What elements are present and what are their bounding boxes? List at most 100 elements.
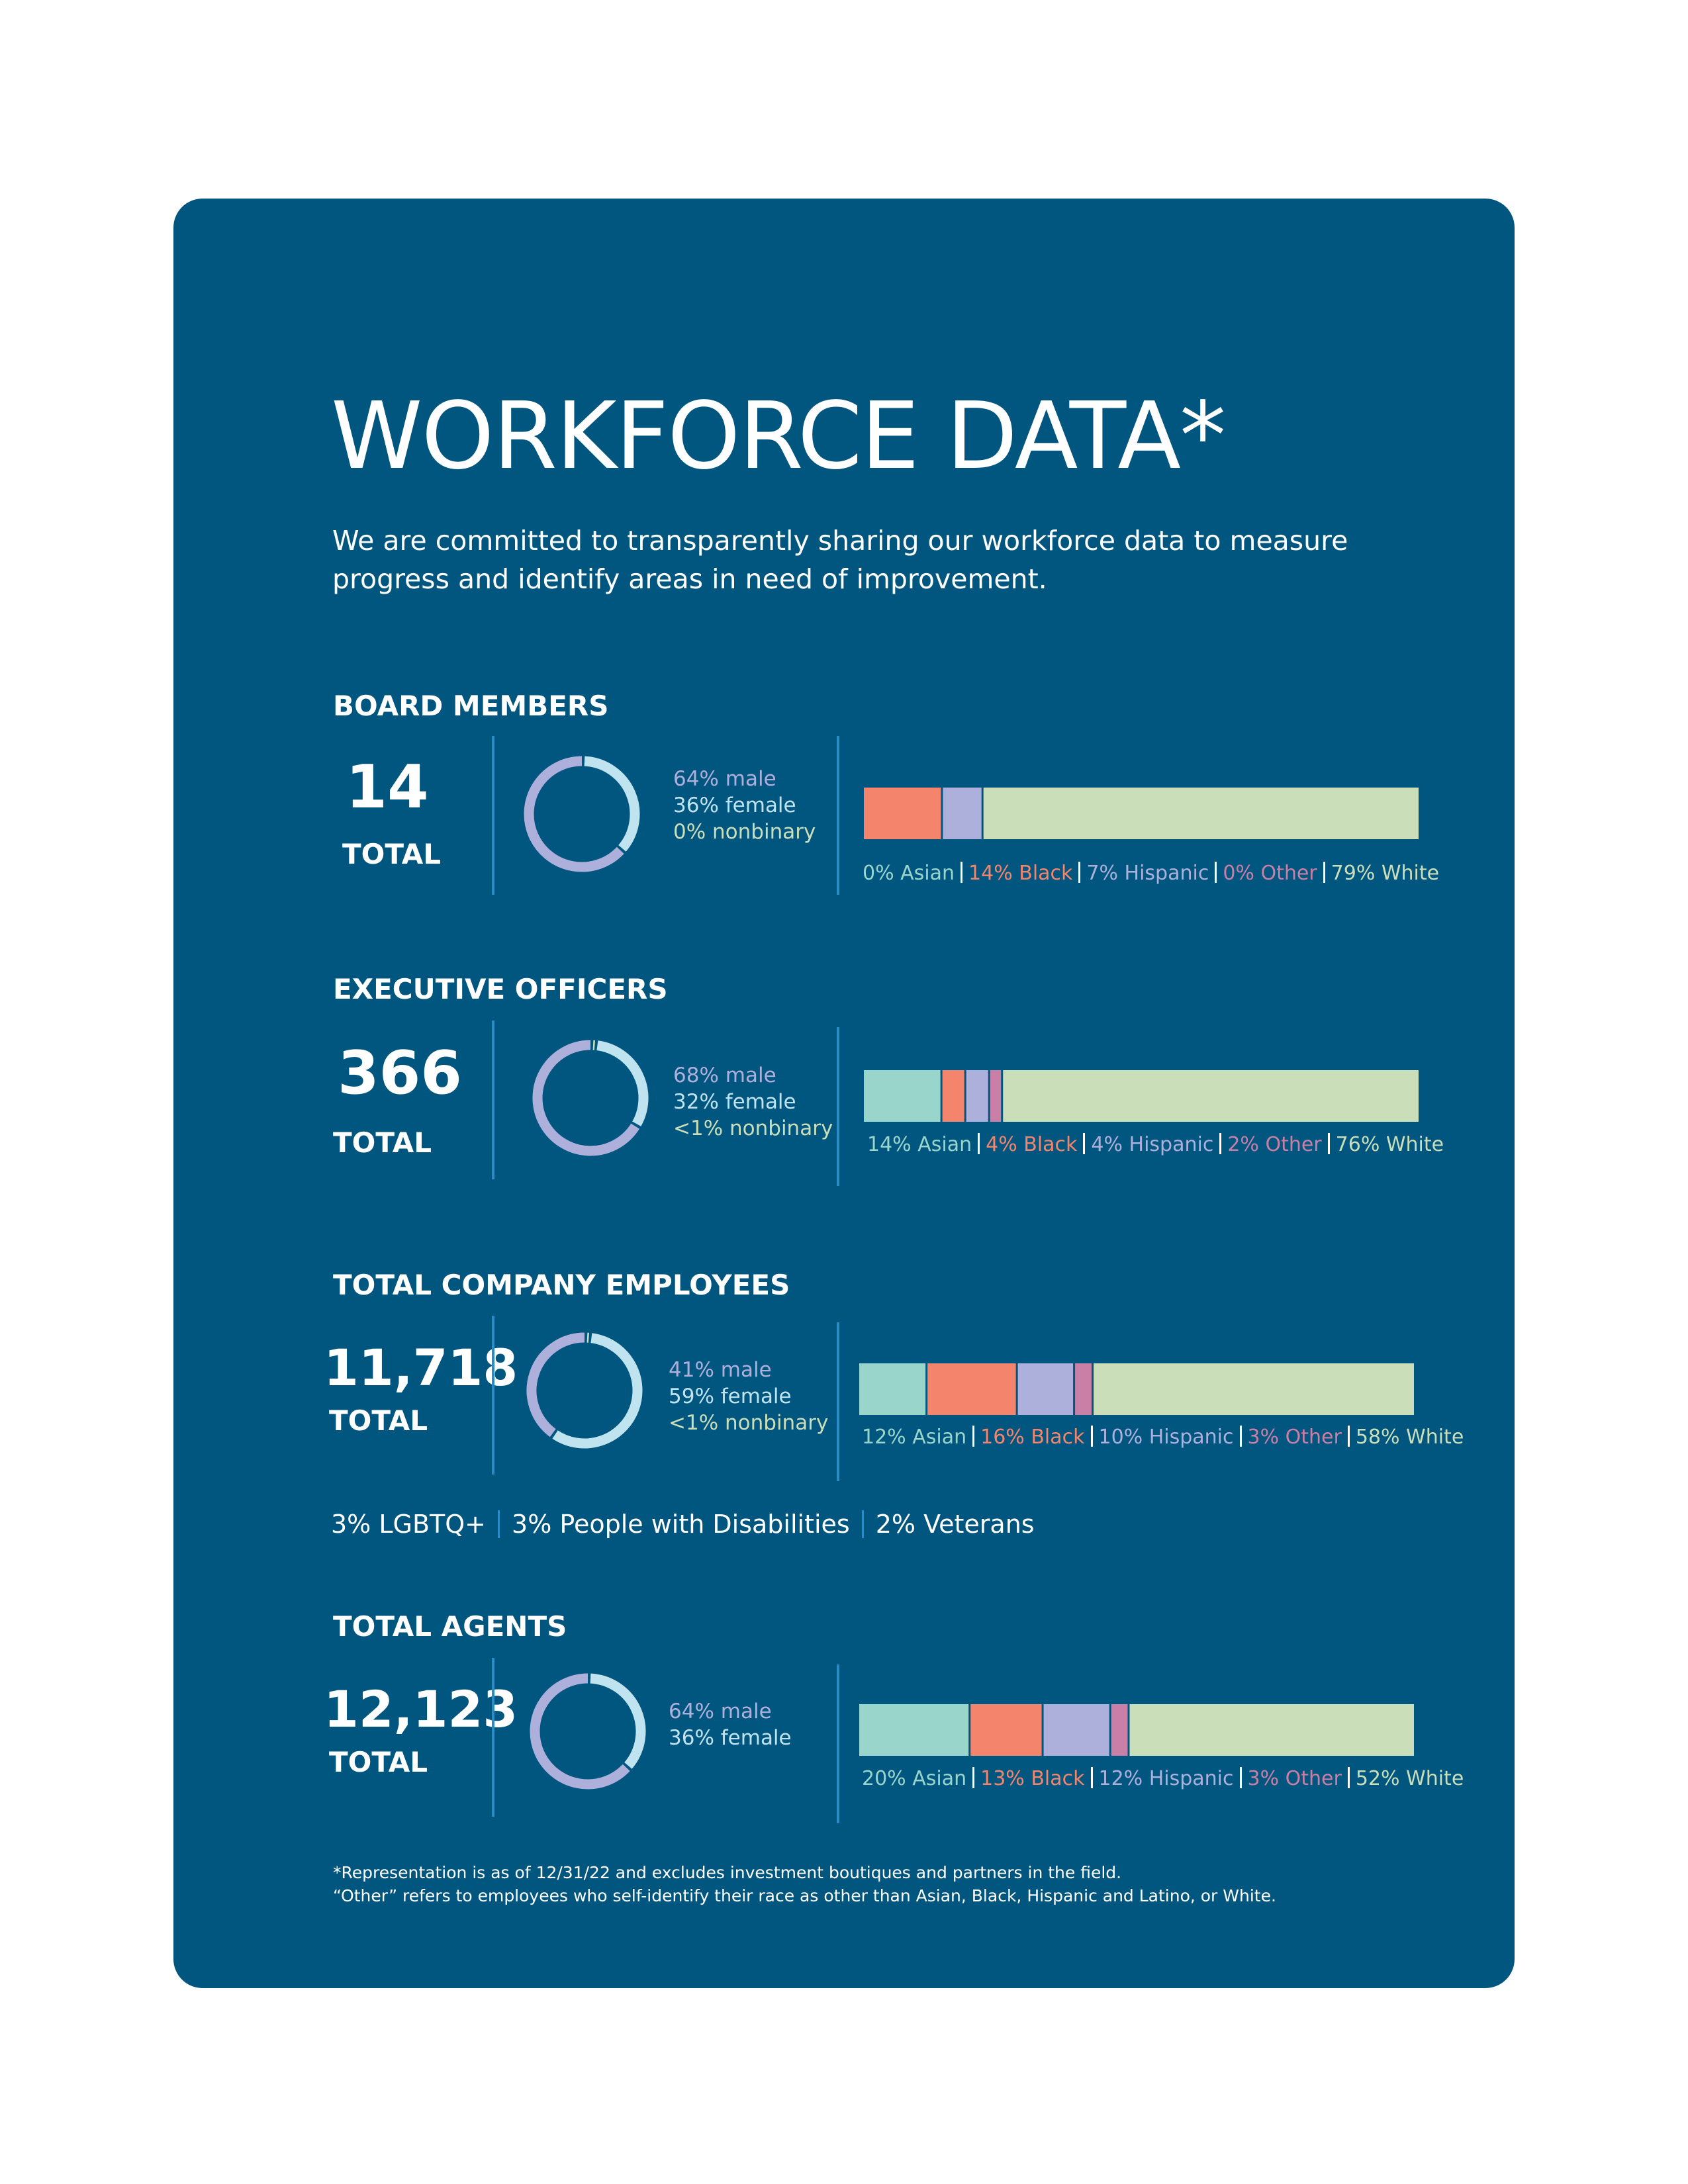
race-legend: 14% Asian 4% Black 4% Hispanic 2% Other 76% …	[867, 1132, 1444, 1158]
race-bar-total-company-employees	[859, 1363, 1414, 1415]
race-bar-total-agents	[859, 1704, 1414, 1756]
donut-chart-total-agents	[530, 1673, 646, 1790]
gender-label-female: 59% female	[669, 1385, 792, 1408]
race-label-other: 3% Other	[1247, 1767, 1342, 1790]
gender-legend: 68% male 32% female <1% nonbinary	[673, 1062, 833, 1142]
total-label: TOTAL	[342, 838, 442, 870]
divider	[492, 1021, 494, 1179]
section-heading-executive-officers: EXECUTIVE OFFICERS	[333, 973, 668, 1005]
race-bar-segment-asian	[859, 1363, 926, 1415]
divider	[837, 1027, 839, 1186]
separator	[1239, 1426, 1242, 1447]
race-bar-segment-hispanic	[1043, 1704, 1109, 1756]
race-bar-executive-officers	[864, 1070, 1419, 1122]
separator	[1347, 1767, 1350, 1788]
gender-label-nonbinary: <1% nonbinary	[669, 1411, 829, 1435]
race-label-black: 16% Black	[980, 1426, 1085, 1449]
gender-label-female: 36% female	[673, 794, 796, 817]
separator	[1347, 1426, 1350, 1447]
separator	[498, 1510, 500, 1538]
gender-legend: 64% male 36% female	[669, 1698, 792, 1751]
race-label-white: 76% White	[1335, 1133, 1444, 1156]
donut-chart-total-company-employees	[526, 1332, 643, 1449]
separator	[961, 862, 963, 883]
divider	[492, 1658, 494, 1817]
section-heading-board-members: BOARD MEMBERS	[333, 690, 609, 722]
gender-label-female: 36% female	[669, 1726, 792, 1750]
gender-label-male: 64% male	[669, 1700, 772, 1723]
race-bar-segment-asian	[864, 1070, 941, 1122]
race-bar-segment-other	[990, 1070, 1002, 1122]
total-label: TOTAL	[329, 1746, 428, 1778]
race-bar-segment-white	[1129, 1704, 1414, 1756]
gender-label-nonbinary: <1% nonbinary	[673, 1116, 833, 1140]
separator	[1215, 862, 1217, 883]
gender-label-nonbinary: 0% nonbinary	[673, 820, 816, 844]
page-title: WORKFORCE DATA*	[331, 383, 1226, 490]
employee-extra-stats: 3% LGBTQ+ 3% People with Disabilities 2% V…	[331, 1508, 1035, 1541]
race-label-asian: 12% Asian	[862, 1426, 967, 1449]
race-label-other: 2% Other	[1227, 1133, 1322, 1156]
race-legend: 12% Asian 16% Black 10% Hispanic 3% Other 58…	[862, 1424, 1464, 1451]
footnote-representation: *Representation is as of 12/31/22 and ex…	[333, 1863, 1122, 1882]
total-label: TOTAL	[329, 1404, 428, 1437]
divider	[492, 736, 494, 895]
donut-segment-female	[584, 756, 640, 852]
footnotes: *Representation is as of 12/31/22 and ex…	[333, 1861, 1276, 1907]
race-label-white: 52% White	[1355, 1767, 1464, 1790]
separator	[1090, 1767, 1093, 1788]
donut-segment-male	[526, 1332, 585, 1437]
separator	[861, 1510, 864, 1538]
race-bar-segment-hispanic	[966, 1070, 988, 1122]
gender-label-male: 68% male	[673, 1064, 776, 1087]
divider	[837, 1322, 839, 1481]
donut-segment-male	[532, 1040, 640, 1156]
separator	[1323, 862, 1325, 883]
race-bar-segment-white	[983, 788, 1419, 839]
race-label-other: 3% Other	[1247, 1426, 1342, 1449]
donut-segment-female	[590, 1673, 646, 1769]
gender-label-male: 64% male	[673, 767, 776, 791]
race-legend: 0% Asian 14% Black 7% Hispanic 0% Other 79% …	[863, 860, 1439, 887]
separator	[1083, 1133, 1086, 1154]
donut-segment-male	[530, 1673, 630, 1790]
stat-lgbtq: 3% LGBTQ+	[331, 1510, 487, 1539]
race-legend: 20% Asian 13% Black 12% Hispanic 3% Other 52…	[862, 1766, 1464, 1792]
race-label-white: 79% White	[1331, 862, 1440, 885]
race-label-hispanic: 10% Hispanic	[1098, 1426, 1234, 1449]
separator	[1219, 1133, 1222, 1154]
donut-segment-female	[596, 1040, 649, 1126]
gender-label-male: 41% male	[669, 1358, 772, 1382]
donut-segment-male	[524, 756, 624, 872]
stat-disabilities: 3% People with Disabilities	[512, 1510, 850, 1539]
section-heading-total-company-employees: TOTAL COMPANY EMPLOYEES	[333, 1269, 790, 1301]
total-number: 12,123	[324, 1680, 518, 1739]
race-label-asian: 20% Asian	[862, 1767, 967, 1790]
race-label-asian: 0% Asian	[863, 862, 955, 885]
race-label-white: 58% White	[1355, 1426, 1464, 1449]
donut-chart-executive-officers	[532, 1040, 649, 1156]
donut-chart-board-members	[524, 756, 640, 872]
footnote-other-definition: “Other” refers to employees who self-ide…	[333, 1886, 1276, 1905]
donut-segment-female	[552, 1333, 643, 1449]
stat-veterans: 2% Veterans	[875, 1510, 1035, 1539]
race-label-black: 4% Black	[986, 1133, 1078, 1156]
total-number: 366	[338, 1038, 462, 1108]
race-bar-segment-white	[1094, 1363, 1414, 1415]
divider	[837, 1664, 839, 1823]
page-subtitle: We are committed to transparently sharin…	[332, 525, 1348, 595]
total-number: 11,718	[324, 1338, 518, 1397]
gender-label-female: 32% female	[673, 1090, 796, 1114]
race-bar-segment-black	[864, 788, 941, 839]
gender-legend: 64% male 36% female 0% nonbinary	[673, 766, 816, 845]
race-label-hispanic: 4% Hispanic	[1091, 1133, 1214, 1156]
separator	[1239, 1767, 1242, 1788]
race-bar-segment-black	[942, 1070, 964, 1122]
gender-legend: 41% male 59% female <1% nonbinary	[669, 1357, 828, 1436]
race-label-asian: 14% Asian	[867, 1133, 972, 1156]
total-label: TOTAL	[333, 1126, 432, 1159]
race-bar-segment-hispanic	[1017, 1363, 1074, 1415]
race-bar-segment-asian	[859, 1704, 969, 1756]
race-label-hispanic: 12% Hispanic	[1098, 1767, 1234, 1790]
race-label-other: 0% Other	[1223, 862, 1317, 885]
